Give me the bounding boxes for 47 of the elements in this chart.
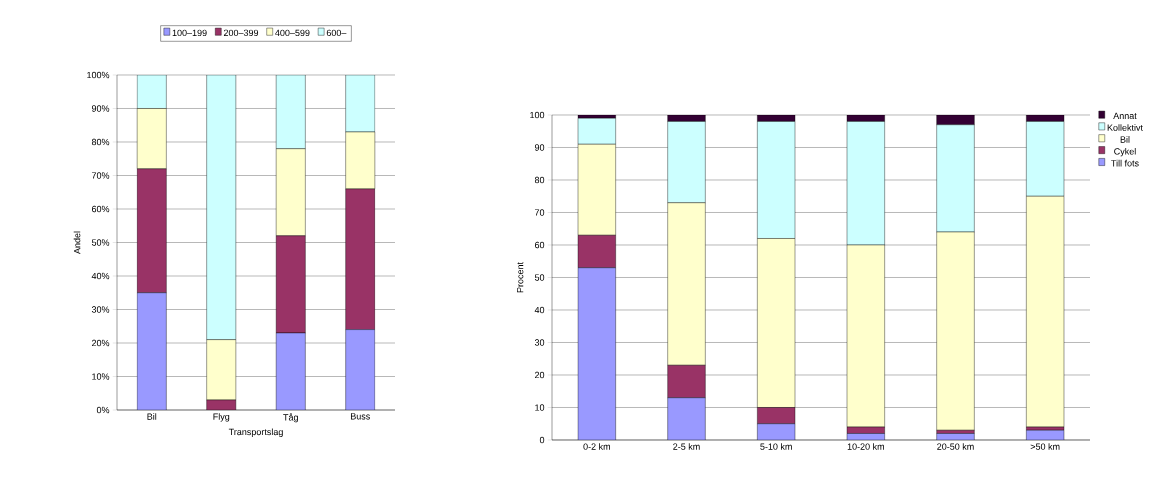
y-tick-label: 100 (530, 111, 545, 119)
bar (275, 235, 306, 334)
y-tick-label: 60 (534, 241, 545, 249)
x-tick-label: Tåg (283, 413, 298, 423)
y-tick-label: 10 (535, 404, 545, 411)
y-tick-label: 90% (91, 105, 110, 112)
x-tick-label: >50 km (1030, 443, 1060, 450)
y-tick-label: 80% (91, 138, 110, 146)
y-tick-label: 40 (534, 306, 545, 314)
x-tick-label: 20-50 km (937, 443, 974, 450)
y-tick-label: 20% (91, 339, 110, 347)
y-tick-label: 80 (534, 176, 545, 184)
y-tick-label: 60% (91, 205, 110, 213)
y-tick-label: 50% (91, 239, 110, 246)
x-tick-label: 5-10 km (760, 443, 792, 450)
y-tick-label: 40% (91, 272, 110, 280)
legend-label: Annat (1113, 112, 1137, 119)
legend-label: 400–599 (275, 29, 310, 37)
x-tick-label: 2-5 km (673, 443, 700, 450)
y-tick-label: 0 (539, 436, 545, 444)
legend-label: Till fots (1111, 159, 1139, 167)
bar (345, 188, 376, 330)
x-tick-label: Flyg (213, 413, 230, 422)
y-tick-label: 30% (91, 306, 110, 313)
y-tick-label: 100% (87, 71, 110, 79)
legend-label: Bil (1120, 136, 1130, 143)
y-axis-title: Andel (73, 231, 81, 254)
legend-label: Cykel (1114, 147, 1136, 157)
legend-label: 200–399 (223, 29, 259, 37)
x-tick-label: 10-20 km (847, 443, 884, 450)
y-axis-title: Procent (517, 262, 524, 293)
x-axis-title: Transportslag (228, 428, 283, 437)
y-tick-label: 0% (96, 406, 110, 414)
x-tick-label: Bil (147, 413, 157, 420)
bar (136, 168, 167, 293)
legend-label: 600– (326, 29, 347, 37)
y-tick-label: 70 (534, 209, 545, 216)
y-tick-label: 70% (91, 172, 110, 179)
x-tick-label: Buss (350, 413, 370, 420)
y-tick-label: 90 (534, 144, 545, 151)
y-tick-label: 10% (92, 373, 110, 380)
y-tick-label: 30 (534, 339, 545, 346)
legend-label: 100–199 (172, 29, 207, 37)
y-tick-label: 50 (534, 274, 545, 281)
x-tick-label: 0-2 km (583, 443, 610, 450)
y-tick-label: 20 (534, 371, 545, 379)
legend-label: Kollektivt (1107, 124, 1143, 131)
